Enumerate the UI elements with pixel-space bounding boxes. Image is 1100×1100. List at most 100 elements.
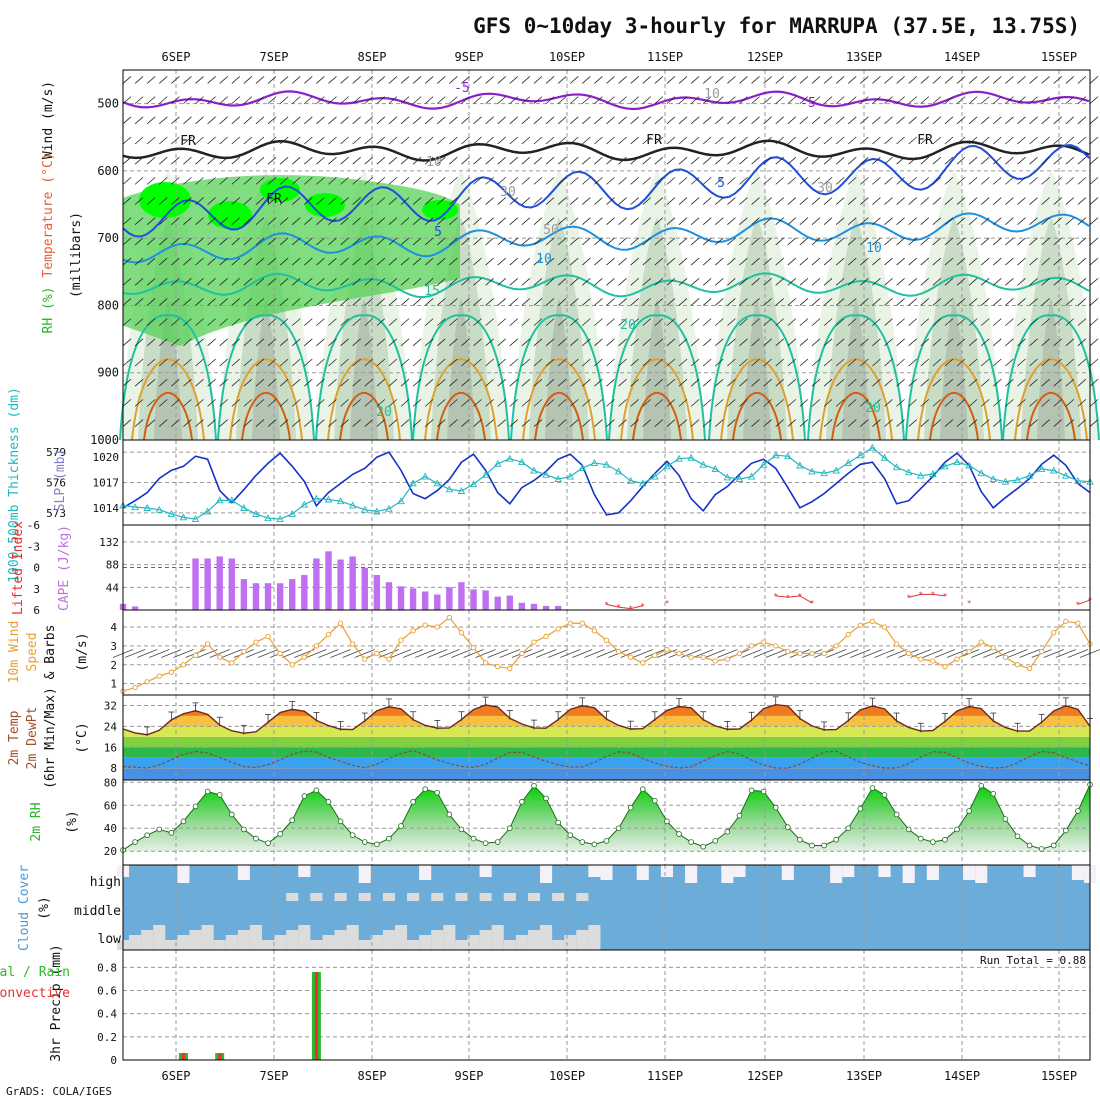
ylabel-wind10-unit: (m/s)	[75, 632, 90, 671]
wind-barb	[908, 419, 917, 427]
wind-barb	[896, 277, 905, 286]
wind-barb	[715, 419, 724, 427]
wind-barb	[642, 197, 652, 205]
wind-barb	[799, 136, 809, 145]
wind-barb	[146, 237, 156, 246]
rh2m-point	[494, 839, 501, 845]
wind-barb	[860, 277, 869, 286]
wind-barb	[860, 217, 869, 226]
wind-barb	[376, 217, 386, 226]
wind-barb	[944, 116, 954, 125]
wind10-point	[265, 633, 271, 640]
wind-barb	[437, 116, 446, 125]
wind-barb	[896, 76, 905, 84]
wind-barb	[231, 277, 241, 286]
wind-barb	[158, 177, 168, 185]
wind-barb	[521, 298, 531, 306]
wind-barb	[884, 378, 893, 387]
cloud-high-gap	[975, 865, 988, 883]
rh-plume-core	[350, 298, 378, 440]
wind-barb	[1065, 298, 1075, 306]
wind-barb	[968, 156, 978, 165]
wind10-point	[289, 662, 295, 668]
wind-barb	[569, 338, 579, 347]
wind-barb	[835, 378, 845, 387]
wind-barb	[896, 298, 905, 306]
wind-barb	[980, 237, 990, 246]
wind-barb	[183, 237, 192, 246]
wind10-barb	[318, 649, 339, 658]
wind-barb	[412, 177, 422, 185]
wind-barb	[872, 338, 881, 347]
wind-barb	[1005, 237, 1014, 246]
rh2m-point	[277, 831, 283, 837]
wind-barb	[908, 338, 917, 347]
rh2m-point	[978, 782, 985, 789]
wind-barb	[1089, 419, 1099, 427]
wind-barb	[980, 156, 990, 165]
wind-barb	[183, 277, 192, 286]
cape-bar	[397, 586, 405, 610]
wind-barb	[835, 197, 845, 205]
wind-barb	[364, 257, 374, 266]
cloud-high-gap	[781, 865, 794, 880]
wind-barb	[231, 156, 241, 165]
slp-point	[481, 470, 490, 478]
wind-barb	[690, 177, 700, 185]
wind-barb	[255, 96, 265, 104]
precip-tick: 0.8	[97, 961, 117, 974]
wind-barb	[1065, 338, 1075, 347]
wind-barb	[715, 277, 724, 286]
wind-barb	[388, 298, 398, 306]
rh-tick: 80	[104, 776, 117, 789]
wind-barb	[485, 76, 494, 84]
wind-barb	[449, 419, 458, 427]
bottom-date-label: 13SEP	[846, 1069, 882, 1083]
wind-barb	[376, 338, 386, 347]
cloud-high-gap	[830, 865, 843, 883]
rh2m-point	[313, 787, 320, 794]
cloud-low-gray	[201, 925, 214, 950]
wind-barb	[835, 116, 845, 125]
slp-point	[917, 471, 925, 479]
slp-point	[566, 472, 574, 480]
rh-plume-core	[447, 298, 475, 440]
wind-barb	[122, 318, 132, 326]
wind10-point	[458, 630, 465, 636]
wind-barb	[509, 156, 519, 165]
wind-barb	[533, 116, 543, 125]
rh2m-point	[241, 826, 247, 833]
wind-barb	[243, 177, 253, 185]
wind-barb	[171, 76, 180, 84]
wind-barb	[388, 358, 398, 367]
wind-barb	[557, 378, 567, 387]
slp-line	[122, 446, 1091, 520]
wind-barb	[207, 76, 216, 84]
slp-point	[348, 501, 357, 509]
wind-barb	[388, 399, 398, 407]
wind-barb	[316, 277, 325, 286]
wind-barb	[437, 399, 446, 407]
wind-barb	[449, 277, 458, 286]
slp-point	[1062, 471, 1070, 479]
wind-barb	[195, 358, 204, 367]
wind-barb	[920, 116, 930, 125]
wind-barb	[364, 217, 374, 226]
wind10-barb	[1043, 649, 1064, 658]
profile-level-tick: 500	[97, 97, 119, 111]
wind-barb	[847, 217, 857, 226]
wind-barb	[376, 298, 386, 306]
wind-barb	[449, 76, 458, 84]
wind-barb	[908, 197, 917, 205]
contour-label: 15	[424, 284, 440, 299]
wind-barb	[920, 156, 930, 165]
cloud-high-gap	[1071, 865, 1084, 880]
wind-barb	[642, 116, 652, 125]
wind-barb	[630, 136, 639, 145]
wind-barb	[993, 76, 1002, 84]
wind10-barb	[306, 649, 327, 658]
wind-barb	[473, 136, 482, 145]
wind-barb	[787, 378, 797, 387]
wind-barb	[569, 298, 579, 306]
